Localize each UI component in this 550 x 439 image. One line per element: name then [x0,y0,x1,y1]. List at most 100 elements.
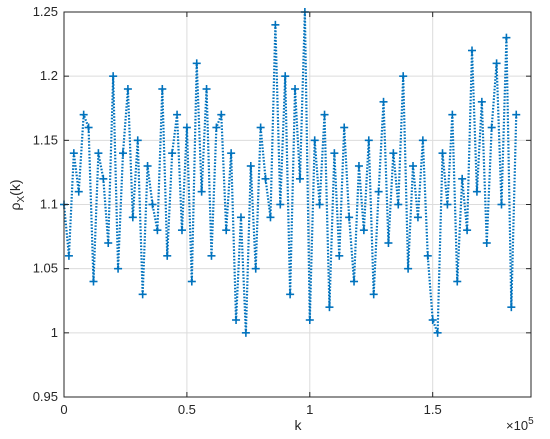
data-point [472,187,481,196]
data-point [359,226,368,235]
data-point [409,162,418,170]
data-point [128,213,137,222]
data-point [261,174,270,183]
data-point [438,149,447,158]
data-point [399,72,408,81]
data-point [241,328,250,337]
data-point [69,149,78,158]
data-point [207,251,216,260]
data-point [433,328,442,337]
x-tick-label: 0.5 [178,402,196,417]
x-exponent-power: 5 [528,416,534,427]
y-tick-label: 1.1 [40,197,58,212]
series-line [62,11,518,334]
data-point [138,290,147,299]
data-point [182,123,191,132]
data-point [74,187,83,196]
y-tick-label: 1.25 [33,4,58,19]
y-tick-label: 0.95 [33,389,58,404]
data-point [320,110,329,119]
data-point [232,316,241,324]
data-point [163,251,172,260]
data-point [468,46,477,55]
x-tick-label: 1 [306,402,313,417]
data-point [236,213,245,222]
data-point [340,123,349,132]
y-tick-label: 1 [51,325,58,340]
data-point [114,264,123,273]
data-point [109,72,118,81]
data-point [227,149,236,158]
data-point [335,251,344,260]
data-point [187,277,196,286]
data-point [89,277,98,286]
data-point [158,85,167,93]
data-point [404,264,413,273]
data-point [222,226,231,235]
data-point [482,239,491,247]
data-point [315,200,324,209]
data-point [291,85,300,93]
data-point [118,149,127,158]
x-exponent-base: ×10 [506,418,528,433]
x-tick-label: 1.5 [424,402,442,417]
data-point [389,149,398,158]
data-point [217,110,226,119]
y-axis-label-sub: X [16,196,27,203]
x-tick-label: 0 [60,402,67,417]
data-point [94,149,103,158]
data-point [64,251,73,260]
data-point [143,162,152,170]
data-point [168,149,177,158]
data-point [384,239,393,247]
data-point [487,123,496,132]
data-point [453,277,462,286]
data-point [418,136,427,145]
data-point [286,290,295,299]
data-point [458,174,467,183]
data-point [197,187,206,196]
y-tick-label: 1.05 [33,261,58,276]
axes-layer [63,11,532,398]
y-tick-label: 1.2 [40,68,58,83]
data-point [212,123,221,132]
data-point [448,110,457,119]
data-point [354,162,363,170]
data-point [79,110,88,119]
data-point [350,277,359,286]
data-point [330,149,339,158]
data-point [251,264,260,273]
data-point [192,59,201,68]
data-point [345,213,354,222]
data-point [305,316,314,324]
data-point [276,200,285,209]
data-point [423,251,432,260]
data-point [177,226,186,235]
data-point [246,162,255,170]
data-point [202,85,211,93]
data-point [497,200,506,209]
data-point [492,59,501,68]
data-point [428,316,437,324]
data-point [295,174,304,183]
data-point [379,97,388,106]
data-point [99,174,108,183]
data-point [266,213,275,222]
data-point [507,303,516,312]
data-point [123,85,132,93]
data-point [325,303,334,312]
data-point [477,97,486,106]
y-axis-label: ρX(k) [7,180,27,211]
data-point [84,123,93,132]
data-point [133,136,142,145]
x-exponent-label: ×105 [506,416,534,433]
data-point [148,200,157,209]
data-point [512,110,521,119]
data-point [256,123,265,132]
data-point [369,290,378,299]
data-point [271,20,280,29]
data-point [374,187,383,196]
tick-labels: 0 0.5 1 1.5 0.95 1 1.05 1.1 1.15 1.2 1.25 [33,4,442,417]
data-point [153,226,162,235]
